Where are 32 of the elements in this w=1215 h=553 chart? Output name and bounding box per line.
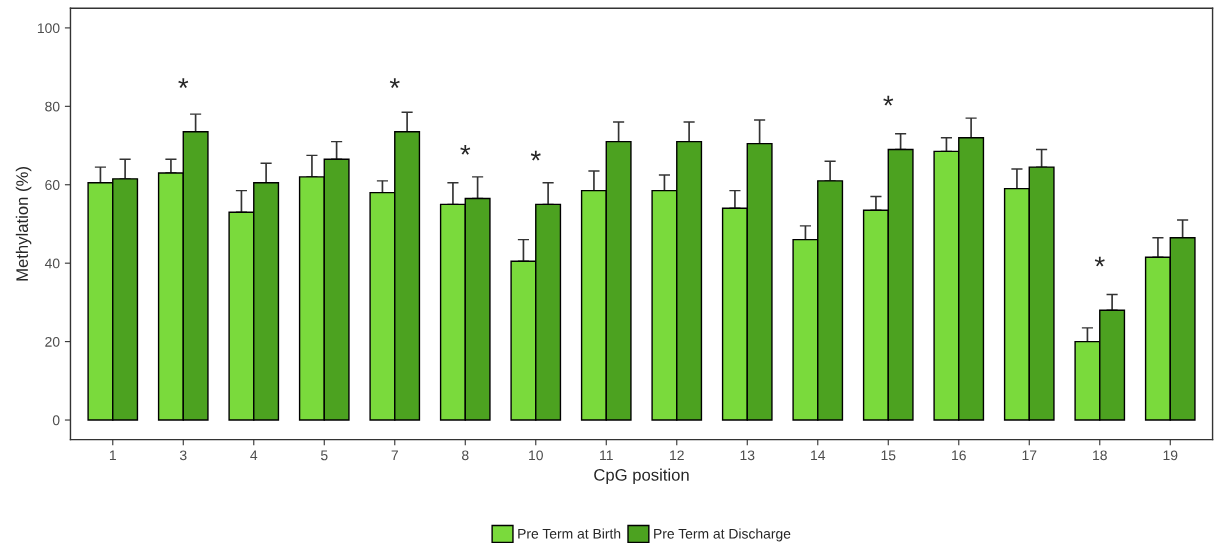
x-tick-label: 4 xyxy=(250,450,258,461)
x-axis-title: CpG position xyxy=(594,468,689,485)
legend-label: Pre Term at Birth xyxy=(518,528,621,539)
y-tick-label: 20 xyxy=(45,336,60,347)
annotation: * xyxy=(883,95,894,106)
annotation: * xyxy=(530,150,541,161)
legend-label: Pre Term at Discharge xyxy=(654,528,791,542)
x-tick-label: 11 xyxy=(600,450,613,461)
x-tick-label: 13 xyxy=(740,450,755,461)
y-tick-label: 80 xyxy=(45,101,60,112)
x-tick-label: 15 xyxy=(881,450,896,461)
x-tick-label: 1 xyxy=(109,450,116,461)
x-tick-label: 17 xyxy=(1022,450,1037,461)
x-tick-label: 18 xyxy=(1093,450,1107,461)
x-tick-label: 19 xyxy=(1163,450,1178,461)
annotation: * xyxy=(1094,256,1105,267)
x-tick-label: 3 xyxy=(179,450,187,461)
y-tick-label: 0 xyxy=(52,415,60,426)
x-tick-label: 12 xyxy=(670,450,684,461)
y-tick-label: 60 xyxy=(45,180,60,190)
annotation: * xyxy=(460,144,471,155)
x-tick-label: 7 xyxy=(391,450,398,461)
y-tick-label: 100 xyxy=(37,23,60,34)
annotation: * xyxy=(178,78,189,88)
x-tick-label: 8 xyxy=(462,450,469,461)
x-tick-label: 16 xyxy=(952,450,966,461)
x-tick-label: 10 xyxy=(529,450,543,461)
x-tick-label: 14 xyxy=(811,450,826,461)
x-tick-label: 5 xyxy=(320,450,328,461)
y-tick-label: 40 xyxy=(44,258,60,269)
y-axis-title: Methylation (%) xyxy=(15,167,32,281)
annotation: * xyxy=(389,78,400,88)
